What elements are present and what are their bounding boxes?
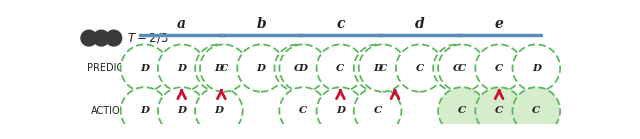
Ellipse shape	[354, 44, 401, 92]
Text: D: D	[177, 106, 186, 115]
Text: D: D	[532, 64, 541, 73]
Ellipse shape	[317, 44, 364, 92]
Text: D: D	[140, 106, 149, 115]
Ellipse shape	[476, 44, 523, 92]
Text: D: D	[257, 64, 266, 73]
Ellipse shape	[438, 87, 486, 135]
Ellipse shape	[476, 87, 523, 135]
Ellipse shape	[359, 44, 406, 92]
Ellipse shape	[158, 87, 205, 135]
Ellipse shape	[513, 87, 560, 135]
Ellipse shape	[513, 44, 560, 92]
Ellipse shape	[106, 30, 122, 46]
Ellipse shape	[93, 30, 109, 46]
Text: C: C	[458, 64, 466, 73]
Text: C: C	[495, 64, 503, 73]
Text: a: a	[177, 17, 186, 31]
Ellipse shape	[354, 87, 401, 135]
Ellipse shape	[396, 44, 444, 92]
Text: C: C	[453, 64, 461, 73]
Ellipse shape	[81, 30, 97, 46]
Ellipse shape	[237, 44, 285, 92]
Text: D: D	[140, 64, 149, 73]
Text: C: C	[374, 106, 381, 115]
Ellipse shape	[200, 44, 248, 92]
Text: C: C	[294, 64, 302, 73]
Text: ACTION: ACTION	[92, 106, 128, 116]
Ellipse shape	[275, 44, 322, 92]
Ellipse shape	[158, 44, 205, 92]
Text: c: c	[336, 17, 345, 31]
Ellipse shape	[195, 87, 243, 135]
Ellipse shape	[438, 44, 486, 92]
Text: e: e	[495, 17, 504, 31]
Text: C: C	[336, 64, 344, 73]
Ellipse shape	[121, 44, 168, 92]
Ellipse shape	[121, 87, 168, 135]
Text: PREDICTION: PREDICTION	[87, 63, 147, 73]
Text: D: D	[177, 64, 186, 73]
Text: C: C	[495, 106, 503, 115]
Text: D: D	[214, 64, 223, 73]
Text: D: D	[336, 106, 345, 115]
Ellipse shape	[280, 44, 327, 92]
Text: D: D	[299, 64, 308, 73]
Text: C: C	[458, 106, 466, 115]
Ellipse shape	[433, 44, 481, 92]
Text: C: C	[220, 64, 228, 73]
Text: C: C	[299, 106, 307, 115]
Ellipse shape	[317, 87, 364, 135]
Ellipse shape	[280, 87, 327, 135]
Text: C: C	[415, 64, 424, 73]
Text: D: D	[214, 106, 223, 115]
Text: b: b	[256, 17, 266, 31]
Text: d: d	[415, 17, 424, 31]
Text: C: C	[532, 106, 540, 115]
Ellipse shape	[195, 44, 243, 92]
Text: C: C	[378, 64, 387, 73]
Text: D: D	[373, 64, 382, 73]
Text: $T-2/3$: $T-2/3$	[127, 31, 168, 45]
